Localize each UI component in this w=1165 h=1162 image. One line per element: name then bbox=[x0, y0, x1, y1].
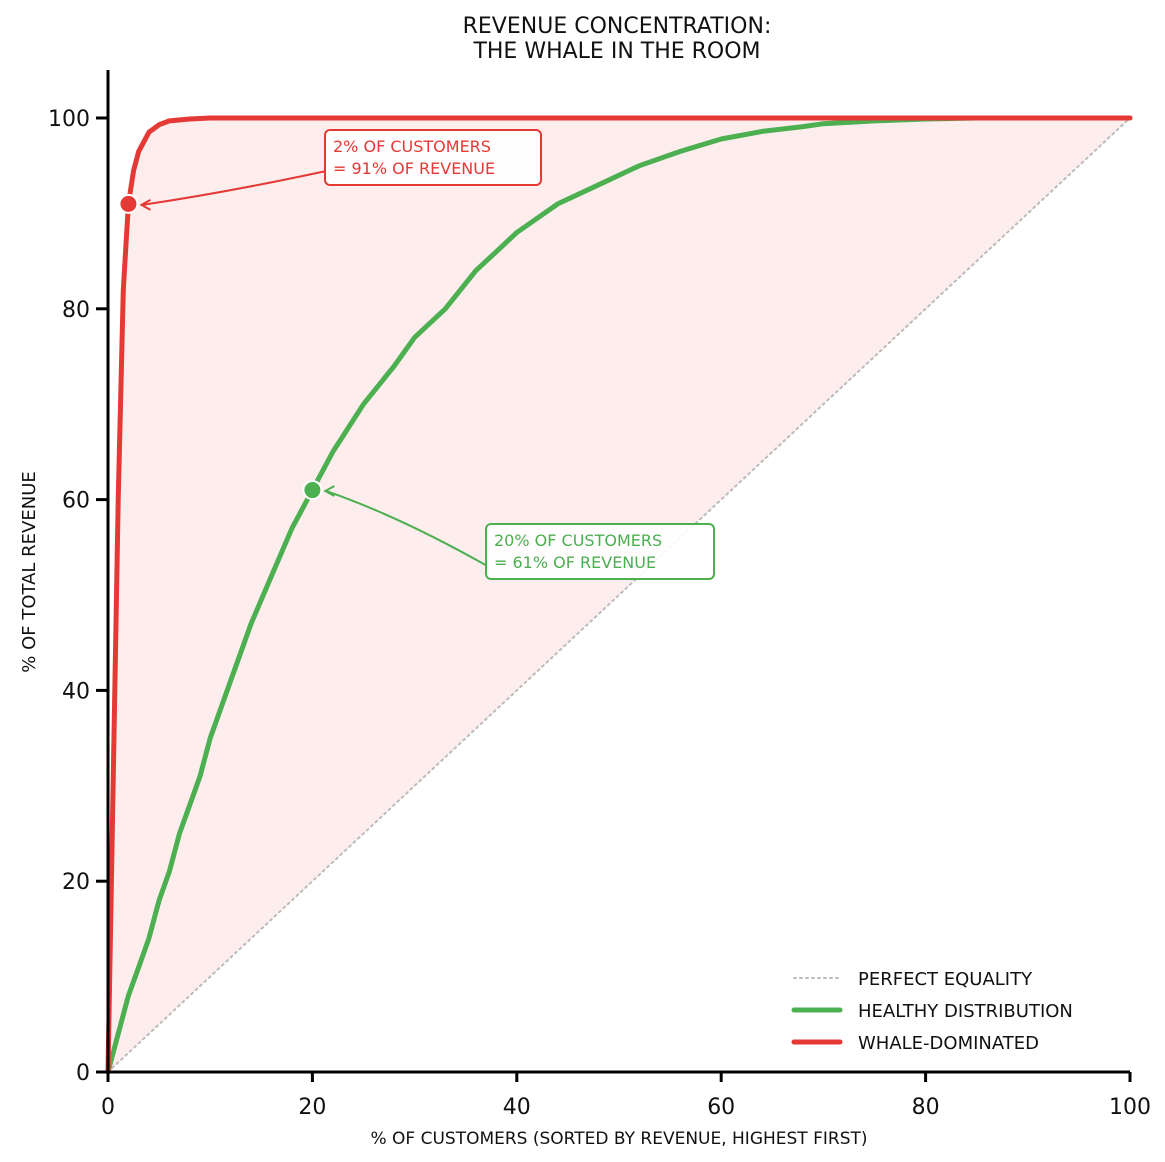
annotation-1-box bbox=[324, 129, 542, 186]
annotation-1-text-line: = 91% OF REVENUE bbox=[333, 159, 495, 178]
annotation-2-box bbox=[485, 523, 715, 580]
y-tick-label: 20 bbox=[62, 870, 90, 895]
x-tick-label: 20 bbox=[298, 1095, 326, 1120]
annotation-1-arrowhead bbox=[139, 198, 151, 211]
annotation-2-text-line: = 61% OF REVENUE bbox=[494, 553, 656, 572]
annotation-1-marker bbox=[118, 193, 139, 214]
x-axis-label: % OF CUSTOMERS (SORTED BY REVENUE, HIGHE… bbox=[370, 1129, 867, 1149]
x-tick-layer: 0 20 40 60 80 100 bbox=[101, 1072, 1151, 1120]
x-tick-label: 100 bbox=[1109, 1095, 1151, 1120]
x-tick-label: 60 bbox=[707, 1095, 735, 1120]
chart-title-line-1: REVENUE CONCENTRATION: bbox=[463, 14, 772, 39]
series-line-perfect-equality bbox=[107, 117, 1131, 1073]
chart-title-line-2: THE WHALE IN THE ROOM bbox=[472, 39, 760, 64]
y-tick-label: 80 bbox=[62, 298, 90, 323]
annotation-1-arrow bbox=[142, 170, 326, 206]
x-tick-label: 0 bbox=[101, 1095, 115, 1120]
annotation-2-arrow bbox=[326, 490, 487, 567]
annotation-2-arrowhead bbox=[323, 485, 335, 497]
x-tick-label: 40 bbox=[503, 1095, 531, 1120]
y-tick-layer: 0 20 40 60 80 100 bbox=[48, 107, 108, 1086]
legend-label-healthy-distribution: HEALTHY DISTRIBUTION bbox=[858, 1001, 1073, 1022]
series-line-whale-dominated bbox=[105, 115, 1133, 1075]
legend-label-whale-dominated: WHALE-DOMINATED bbox=[858, 1033, 1039, 1054]
annotation-layer: 2% OF CUSTOMERS = 91% OF REVENUE 20% OF CU… bbox=[118, 129, 715, 580]
annotation-2-marker bbox=[302, 480, 323, 501]
y-tick-label: 0 bbox=[76, 1061, 90, 1086]
legend-label-perfect-equality: PERFECT EQUALITY bbox=[858, 969, 1033, 990]
y-axis-label: % OF TOTAL REVENUE bbox=[19, 471, 40, 672]
series-line-healthy-distribution bbox=[105, 115, 1133, 1075]
series-layer bbox=[105, 115, 1133, 1075]
annotation-1-text-line: 2% OF CUSTOMERS bbox=[333, 137, 491, 156]
y-tick-label: 100 bbox=[48, 107, 90, 132]
y-tick-label: 60 bbox=[62, 489, 90, 514]
annotation-2-text-line: 20% OF CUSTOMERS bbox=[494, 531, 662, 550]
x-tick-label: 80 bbox=[912, 1095, 940, 1120]
y-tick-label: 40 bbox=[62, 679, 90, 704]
legend: PERFECT EQUALITY HEALTHY DISTRIBUTION WHAL… bbox=[791, 969, 1073, 1054]
